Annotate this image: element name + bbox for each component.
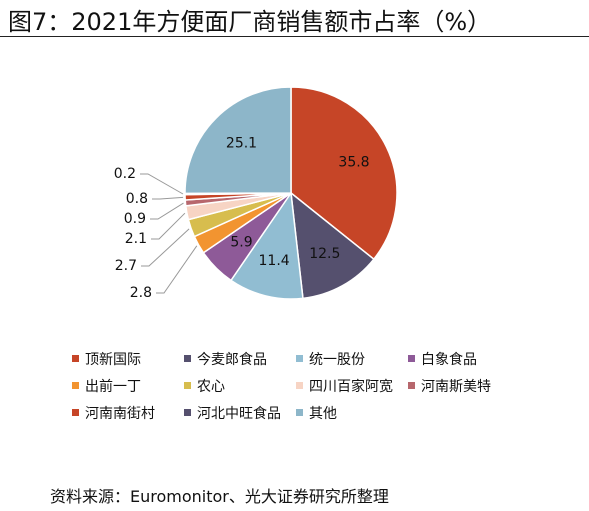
leader-line-6 [141,228,190,267]
legend-label: 四川百家阿宽 [309,378,393,395]
leader-line-8 [150,202,184,220]
pie-slice-2 [290,191,375,300]
legend-swatch [72,355,79,362]
legend-swatch [72,382,79,389]
leader-line-5 [156,245,198,294]
legend-label: 顶新国际 [85,351,141,368]
legend-swatch [408,382,415,389]
legend-item: 顶新国际 [72,349,184,369]
legend-label: 白象食品 [421,351,477,368]
data-label-11: 25.1 [226,136,257,152]
pie-slice-3 [229,190,304,300]
source-note: 资料来源：Euromonitor、光大证券研究所整理 [50,487,389,506]
legend-item: 河南斯美特 [408,376,520,396]
pie-slice-1 [290,86,398,261]
data-label-5: 2.8 [130,285,152,301]
data-label-2: 12.5 [309,246,340,262]
data-label-3: 11.4 [259,253,290,269]
legend-swatch [184,409,191,416]
data-label-8: 0.9 [124,211,146,227]
legend-item: 出前一丁 [72,376,184,396]
legend-item: 今麦郎食品 [184,349,296,369]
legend-swatch [184,382,191,389]
leader-line-9 [152,196,184,200]
legend-swatch [408,355,415,362]
legend-label: 今麦郎食品 [197,351,267,368]
chart-legend: 顶新国际 今麦郎食品 统一股份 白象食品 出前一丁 农心 四川百家阿宽 河南斯美特 河南南街村河… [72,345,542,426]
leader-line-7 [151,212,186,240]
data-label-9: 0.8 [126,191,148,207]
legend-item: 统一股份 [296,349,408,369]
data-label-7: 2.1 [125,231,147,247]
legend-label: 出前一丁 [85,378,141,395]
legend-swatch [296,355,303,362]
data-label-1: 35.8 [338,155,369,171]
legend-row: 出前一丁 农心 四川百家阿宽 河南斯美特 [72,372,542,399]
legend-label: 其他 [309,405,337,422]
legend-swatch [296,382,303,389]
legend-item: 白象食品 [408,349,520,369]
pie-slice-11 [184,86,292,195]
legend-label: 河南南街村 [85,405,155,422]
legend-item: 河北中旺食品 [184,403,296,423]
pie-chart: 35.8 12.5 11.4 5.9 25.1 2.8 2.7 2.1 0.9 0.8 0.2 [114,86,398,301]
data-label-6: 2.7 [115,258,137,274]
chart-title: 图7：2021年方便面厂商销售额市占率（%） [8,8,492,36]
legend-label: 统一股份 [309,351,365,368]
leader-line-10 [140,173,184,195]
legend-label: 农心 [197,378,225,395]
data-label-10: 0.2 [114,166,136,182]
legend-swatch [184,355,191,362]
legend-row: 顶新国际 今麦郎食品 统一股份 白象食品 [72,345,542,372]
legend-label: 河北中旺食品 [197,405,281,422]
title-underline [0,36,589,37]
legend-item: 四川百家阿宽 [296,376,408,396]
legend-swatch [72,409,79,416]
legend-item: 农心 [184,376,296,396]
data-label-4: 5.9 [230,234,252,250]
legend-item: 其他 [296,403,408,423]
legend-item: 河南南街村 [72,403,184,423]
legend-swatch [296,409,303,416]
legend-row: 河南南街村 河北中旺食品 其他 [72,399,542,426]
legend-label: 河南斯美特 [421,378,491,395]
